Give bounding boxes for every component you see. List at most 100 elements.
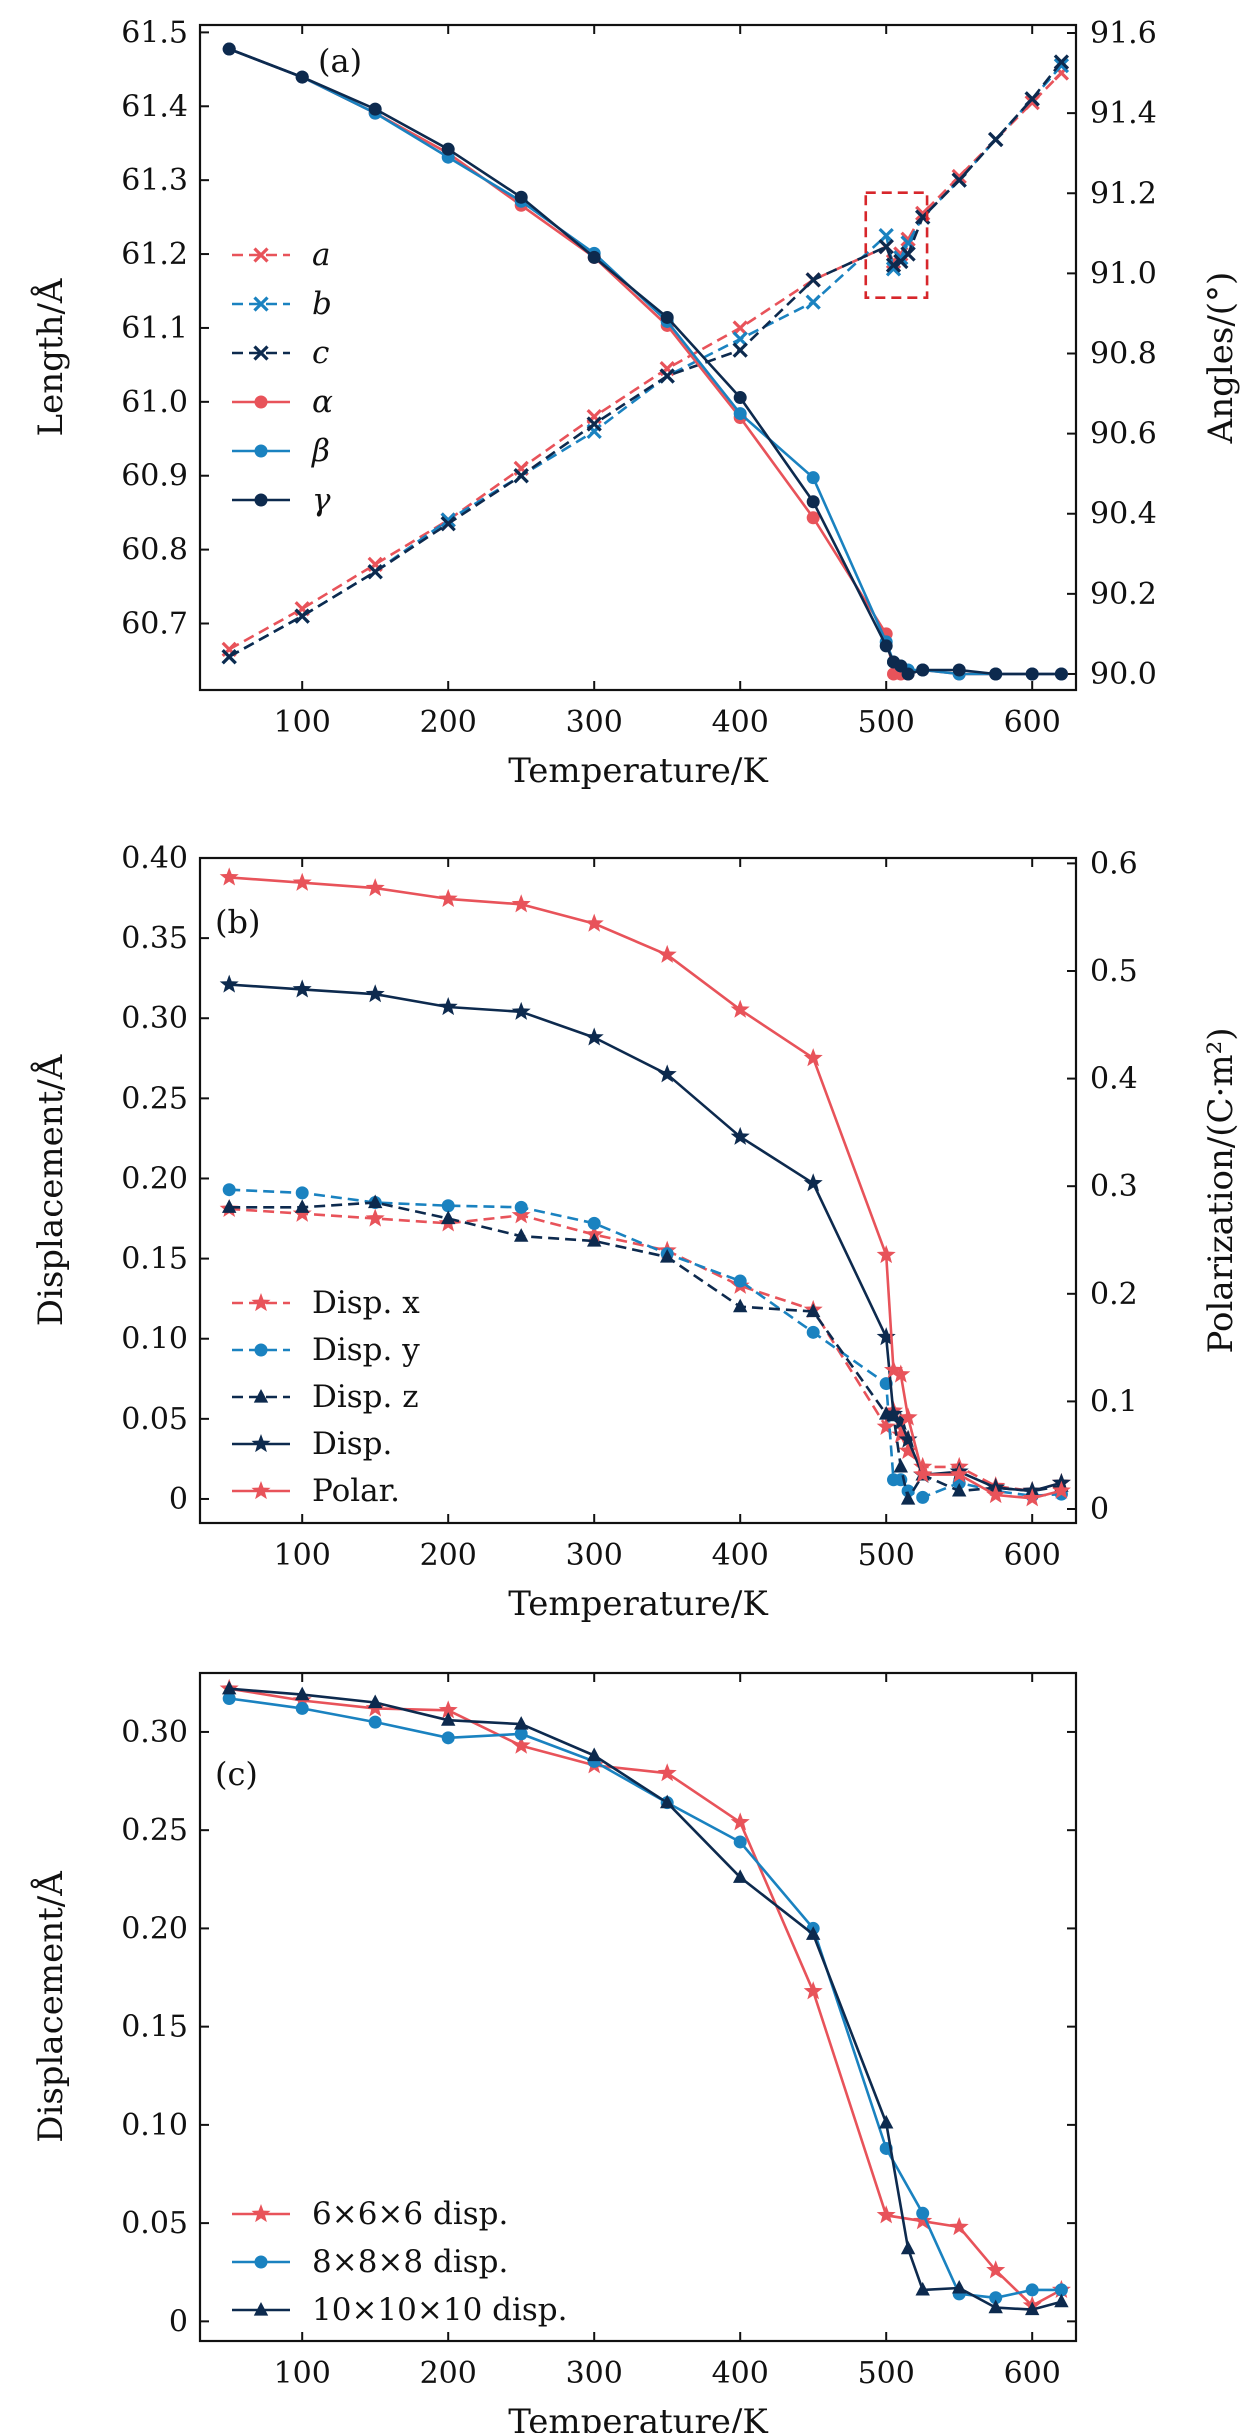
data-point	[893, 1458, 908, 1473]
data-point	[514, 1716, 529, 1730]
data-point	[951, 168, 967, 185]
data-point	[587, 250, 601, 264]
data-point	[1025, 2283, 1039, 2297]
legend-marker	[253, 2302, 269, 2316]
data-point	[986, 1485, 1006, 1504]
y2-tick-label: 0.1	[1090, 1384, 1138, 1419]
legend: Disp. x Disp. y Disp. z Disp. Polar.	[232, 1285, 420, 1509]
x-axis-label: Temperature/K	[508, 2402, 768, 2433]
y-tick-label: 0.30	[121, 1001, 188, 1036]
data-point	[440, 516, 456, 532]
legend-label: 6×6×6 disp.	[312, 2196, 508, 2232]
data-point	[222, 1692, 236, 1706]
chart-panel-1: 100 200 300 400 500 600 60.7 60.8 60.9 61.0 61.1 61…	[30, 15, 1241, 791]
y-tick-label: 0.25	[121, 1813, 188, 1848]
y2-tick-label: 90.8	[1090, 336, 1157, 371]
data-point	[222, 1680, 237, 1695]
data-point	[916, 2206, 930, 2220]
data-point	[916, 1490, 930, 1504]
plot-frame	[198, 23, 1078, 692]
data-point	[1022, 1488, 1042, 1507]
data-point	[657, 1064, 677, 1083]
x-tick-label: 100	[274, 1538, 331, 1573]
data-point	[898, 1440, 918, 1459]
series-line	[229, 1207, 1062, 1493]
data-point	[511, 1735, 531, 1754]
x-tick-label: 600	[1004, 1538, 1061, 1573]
series-2	[221, 58, 1070, 665]
data-point	[584, 913, 604, 932]
data-point	[803, 1981, 823, 2000]
data-point	[901, 667, 915, 681]
data-point	[514, 1200, 528, 1214]
data-point	[730, 1812, 750, 1831]
data-point	[949, 2217, 969, 2236]
y2-axis-label: Polarization/(C·m²)	[1201, 1027, 1241, 1353]
data-point	[732, 320, 748, 336]
x-tick-label: 200	[420, 1538, 477, 1573]
data-point	[1054, 2293, 1069, 2308]
data-point	[730, 999, 750, 1018]
data-point	[901, 1484, 915, 1498]
data-point	[660, 310, 674, 324]
data-point	[440, 512, 456, 528]
data-point	[586, 416, 602, 432]
y-tick-label: 61.0	[121, 385, 188, 420]
data-point	[292, 979, 312, 998]
data-point	[513, 468, 529, 484]
data-point	[885, 257, 902, 273]
series-line	[228, 47, 1062, 676]
data-point	[952, 663, 966, 677]
data-point	[900, 235, 916, 251]
legend-label: Disp.	[312, 1426, 392, 1462]
data-point	[295, 1686, 310, 1701]
y-tick-label: 0.20	[121, 1911, 188, 1946]
data-point	[806, 1303, 821, 1318]
data-point	[806, 511, 820, 525]
data-point	[1053, 54, 1070, 70]
data-point	[221, 649, 237, 665]
legend-label: β	[311, 433, 330, 469]
y-tick-label: 0.15	[121, 2010, 188, 2045]
legend-marker	[251, 1434, 271, 1453]
data-point	[733, 1869, 748, 1883]
y-tick-label: 0.05	[121, 2206, 188, 2241]
data-point	[900, 246, 916, 262]
x-tick-label: 200	[420, 705, 477, 740]
y2-tick-label: 91.2	[1090, 176, 1157, 211]
y-tick-label: 61.1	[121, 311, 188, 346]
y-tick-label: 0.15	[121, 1242, 188, 1277]
y2-tick-label: 0.6	[1090, 846, 1138, 881]
data-point	[441, 142, 455, 156]
series-5	[222, 42, 1068, 681]
series-4	[222, 42, 1068, 681]
legend-marker	[254, 444, 268, 458]
data-point	[876, 1416, 896, 1435]
series-line	[228, 72, 1063, 651]
data-point	[295, 1199, 310, 1213]
x-axis-label: Temperature/K	[508, 1584, 768, 1624]
y-tick-label: 0.20	[121, 1161, 188, 1196]
legend-label: b	[312, 286, 332, 322]
data-point	[295, 70, 309, 84]
legend-marker	[254, 2255, 268, 2269]
data-point	[878, 239, 894, 255]
data-point	[1054, 2283, 1068, 2297]
x-tick-label: 300	[566, 705, 623, 740]
data-point	[222, 1183, 236, 1197]
y-tick-label: 60.9	[121, 459, 188, 494]
data-point	[365, 984, 385, 1003]
legend-label: γ	[312, 482, 331, 518]
data-point	[660, 1794, 675, 1809]
data-point	[1025, 667, 1039, 681]
data-point	[587, 1747, 602, 1762]
x-tick-label: 300	[566, 1538, 623, 1573]
chart-panel-3: 100 200 300 400 500 600 0 0.05 0.10 0.15 0.20 0.25 0…	[30, 1671, 1078, 2433]
legend-label: 10×10×10 disp.	[312, 2292, 568, 2328]
data-point	[806, 471, 820, 485]
data-point	[295, 1701, 309, 1715]
x-tick-label: 300	[566, 2356, 623, 2391]
y-tick-label: 0.30	[121, 1715, 188, 1750]
